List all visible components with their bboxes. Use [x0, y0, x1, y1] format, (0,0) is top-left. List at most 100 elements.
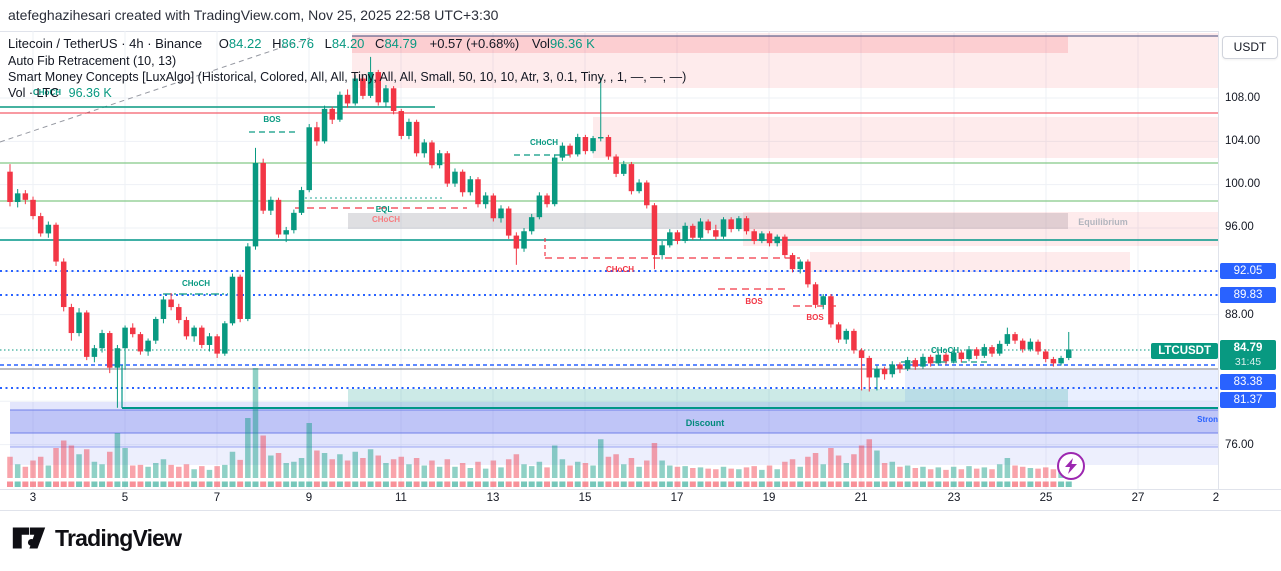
volume-bar [644, 460, 650, 478]
trend-strip-cell [521, 481, 528, 487]
candle-body [843, 330, 849, 340]
trend-strip-cell [804, 481, 811, 487]
legend-volume-row[interactable]: Vol · LTC 96.36 K [8, 85, 686, 101]
widget-bottom-border [0, 510, 1281, 511]
volume-bar [260, 435, 266, 478]
boost-lightning-icon[interactable] [1057, 452, 1085, 480]
time-axis-label: 2 [1212, 492, 1220, 504]
volume-bar [498, 467, 504, 478]
trend-strip-cell [958, 481, 965, 487]
candle-body [145, 340, 151, 352]
candle-body [268, 199, 274, 211]
candle-body [743, 218, 750, 232]
trend-strip-cell [7, 481, 13, 487]
candle-body [421, 142, 428, 154]
trend-strip-cell [605, 481, 612, 487]
smc-label-discount: Discount [686, 418, 725, 428]
price-axis-label: 104.00 [1225, 135, 1261, 147]
trend-strip-cell [221, 481, 228, 487]
candle-body [252, 163, 259, 247]
candle-body [275, 199, 282, 235]
volume-bar [759, 469, 765, 478]
attribution-text: atefeghazihesari created with TradingVie… [8, 7, 499, 23]
volume-bar [713, 469, 719, 478]
candle-body [644, 182, 650, 206]
volume-bar [452, 466, 458, 478]
trend-strip-cell [643, 481, 650, 487]
symbol-price-tag: LTCUSDT [1151, 343, 1218, 359]
candle-body [45, 224, 52, 234]
candle-body [337, 94, 343, 120]
ohlc-close-label: C [375, 36, 385, 51]
time-axis-label: 5 [121, 492, 129, 504]
trend-strip-cell [636, 481, 643, 487]
trend-strip-cell [498, 481, 505, 487]
candle-body [245, 246, 251, 319]
candle-body [191, 327, 197, 337]
trend-strip-cell [528, 481, 535, 487]
trend-strip-cell [99, 481, 106, 487]
price-axis[interactable] [1219, 31, 1281, 489]
trend-strip-cell [459, 481, 466, 487]
trend-strip-cell [1065, 481, 1072, 487]
volume-bar [559, 459, 566, 478]
trend-strip-cell [76, 481, 83, 487]
legend-symbol-row[interactable]: Litecoin / TetherUS · 4h · Binance O84.2… [8, 36, 686, 52]
trend-strip-cell [375, 481, 382, 487]
trend-strip-cell [405, 481, 412, 487]
volume-label: Vol [531, 36, 550, 51]
candle-body [574, 137, 581, 155]
candle-body [544, 195, 550, 205]
candle-body [383, 88, 389, 103]
volume-bar [682, 466, 688, 478]
volume-bar [927, 469, 934, 478]
trend-strip-cell [22, 481, 29, 487]
candle-body [935, 354, 942, 364]
candle-body [122, 327, 128, 349]
supply-zone-strong [352, 36, 1068, 53]
volume-bar [574, 461, 581, 478]
legend-smc-row[interactable]: Smart Money Concepts [LuxAlgo] (Historic… [8, 70, 687, 84]
volume-bar [536, 461, 543, 478]
trend-strip-cell [398, 481, 405, 487]
currency-toggle-button[interactable]: USDT [1222, 36, 1278, 59]
trend-strip-cell [935, 481, 942, 487]
trend-strip-cell [1035, 481, 1042, 487]
symbol-title[interactable]: Litecoin / TetherUS · 4h · Binance [8, 36, 203, 51]
trend-strip-cell [866, 481, 873, 487]
volume-bar [605, 456, 612, 478]
time-axis[interactable] [0, 490, 1281, 510]
volume-bar [874, 450, 880, 478]
chart-pane[interactable]: CHoCHBOSCHoCHCHoCHEQLCHoCHCHoCHBOSBOSCHo… [0, 0, 1218, 489]
trend-strip-cell [873, 481, 880, 487]
time-axis-label: 27 [1131, 492, 1145, 504]
legend-fib-row[interactable]: Auto Fib Retracement (10, 13) [8, 54, 177, 68]
trend-strip-cell [613, 481, 620, 487]
volume-bar [912, 468, 919, 478]
trend-strip-cell [574, 481, 581, 487]
tradingview-logo[interactable]: TradingView [12, 524, 182, 552]
volume-bar [705, 468, 711, 478]
trend-strip-cell [122, 481, 129, 487]
ohlc-low-label: L [324, 36, 332, 51]
candle-body [229, 276, 236, 324]
smc-label-choch: CHoCH [372, 215, 400, 224]
volume-bar [1050, 469, 1057, 478]
candle-body [559, 145, 566, 158]
candle-body [1012, 334, 1018, 341]
volume-bar [191, 469, 197, 478]
smc-label-equilibrium: Equilibrium [1078, 217, 1128, 227]
candle-body [329, 108, 335, 120]
trend-strip-cell [597, 481, 604, 487]
trend-strip-cell [30, 481, 37, 487]
candle-body [14, 193, 21, 203]
trend-strip-cell [1004, 481, 1011, 487]
trend-strip-cell [267, 481, 274, 487]
volume-bar [160, 459, 167, 478]
trend-strip-cell [244, 481, 251, 487]
candle-body [291, 212, 297, 231]
change-value: +0.57 (+0.68%) [429, 36, 520, 51]
volume-bar [306, 423, 312, 478]
volume-bar [697, 467, 704, 478]
volume-bar [858, 445, 865, 478]
